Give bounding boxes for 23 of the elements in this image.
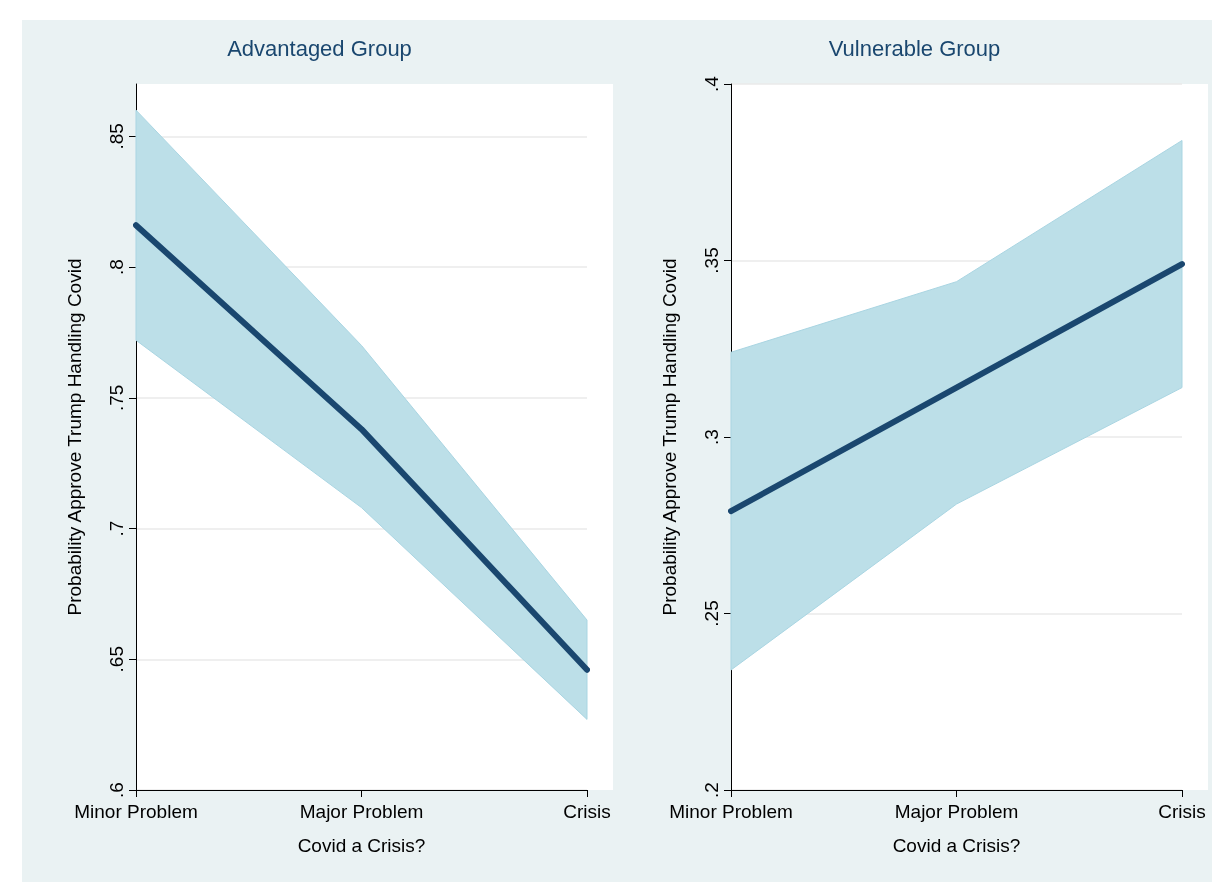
y-axis-title: Probability Approve Trump Handling Covid — [64, 258, 85, 616]
x-tick-label: Crisis — [1158, 801, 1206, 822]
chart-title: Advantaged Group — [227, 35, 412, 61]
y-tick-label: .35 — [701, 247, 722, 274]
y-tick-label: .4 — [701, 75, 722, 92]
x-tick-label: Minor Problem — [669, 801, 793, 822]
y-tick-label: .7 — [106, 520, 127, 537]
y-tick-label: .25 — [701, 600, 722, 627]
x-tick-label: Major Problem — [299, 801, 424, 822]
y-axis-title: Probability Approve Trump Handling Covid — [659, 258, 680, 616]
y-tick-label: .85 — [106, 123, 127, 150]
x-axis-title: Covid a Crisis? — [892, 835, 1021, 856]
y-tick-label: .2 — [701, 782, 722, 798]
x-tick-label: Crisis — [563, 801, 611, 822]
y-tick-label: .65 — [106, 646, 127, 673]
x-tick-label: Minor Problem — [74, 801, 198, 822]
y-tick-label: .6 — [106, 782, 127, 798]
x-axis-title: Covid a Crisis? — [297, 835, 426, 856]
chart-title: Vulnerable Group — [828, 35, 1001, 61]
x-tick-label: Major Problem — [894, 801, 1019, 822]
y-tick-label: .3 — [701, 429, 722, 445]
y-tick-label: .75 — [106, 384, 127, 411]
y-tick-label: .8 — [106, 259, 127, 275]
